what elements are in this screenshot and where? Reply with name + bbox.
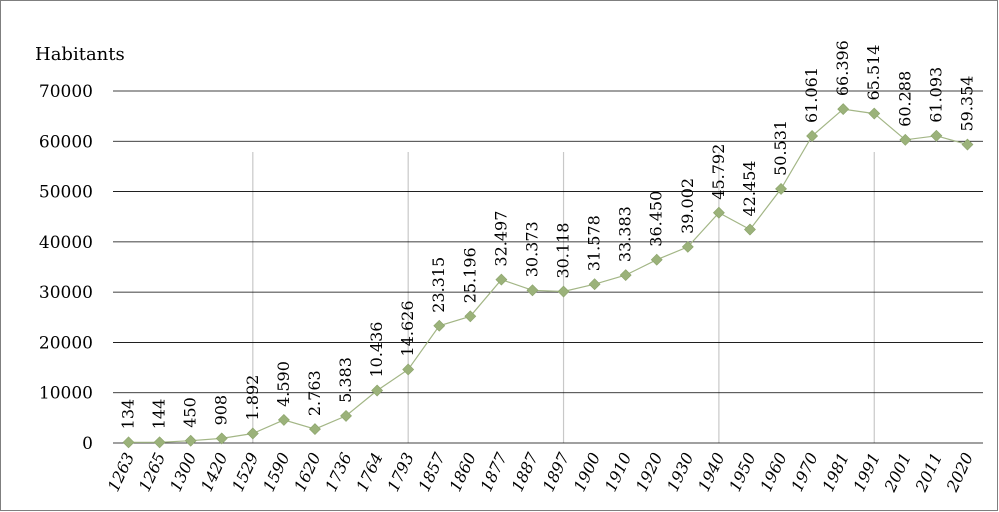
data-label-1300: 450 <box>181 397 200 428</box>
data-point-1950 <box>744 223 756 236</box>
data-label-1793: 14.626 <box>398 300 417 356</box>
data-label-1910: 33.383 <box>616 206 635 262</box>
y-tick-label: 50000 <box>39 183 93 203</box>
data-point-1736 <box>340 410 352 422</box>
data-label-1764: 10.436 <box>367 322 386 378</box>
data-point-1263 <box>122 436 135 449</box>
data-labels: 134 144 450 908 1.892 4.590 2.763 5.383 10.436 14… <box>119 40 977 429</box>
data-point-1930 <box>681 240 694 253</box>
series-line <box>128 108 968 443</box>
data-label-1860: 25.196 <box>460 247 479 303</box>
data-label-1887: 30.373 <box>522 221 541 277</box>
data-point-1920 <box>650 253 663 266</box>
data-label-1920: 36.450 <box>647 191 666 247</box>
data-label-1736: 5.383 <box>336 357 355 403</box>
data-label-2001: 60.288 <box>895 71 914 127</box>
data-point-1529 <box>246 427 259 440</box>
data-point-2001 <box>899 133 912 146</box>
data-point-1857 <box>433 319 446 332</box>
data-point-1265 <box>153 436 166 449</box>
y-tick-label: 60000 <box>39 132 93 152</box>
horizontal-gridlines <box>113 90 983 444</box>
data-label-1420: 908 <box>212 395 231 426</box>
data-point-1991 <box>868 107 881 120</box>
data-label-1263: 134 <box>119 399 138 430</box>
y-tick-label: 70000 <box>39 82 93 102</box>
data-point-1300 <box>184 434 197 447</box>
data-label-1970: 61.061 <box>802 67 821 123</box>
y-axis-tick-labels: 0 10000 20000 30000 40000 50000 60000 70000 <box>39 82 93 454</box>
data-point-1793 <box>402 363 415 376</box>
data-label-1529: 1.892 <box>243 375 262 421</box>
data-label-2020: 59.354 <box>957 76 976 132</box>
data-label-1877: 32.497 <box>491 211 510 267</box>
data-label-1991: 65.514 <box>864 45 883 101</box>
vertical-marker-lines <box>252 152 875 443</box>
y-tick-label: 0 <box>82 434 93 454</box>
data-label-1930: 39.002 <box>678 178 697 234</box>
y-tick-label: 10000 <box>39 384 93 404</box>
data-point-1981 <box>837 103 850 116</box>
data-point-1970 <box>806 130 819 142</box>
data-label-1960: 50.531 <box>771 120 790 176</box>
y-axis-title: Habitants <box>35 44 125 65</box>
data-point-1877 <box>495 273 508 286</box>
data-point-1764 <box>371 384 384 397</box>
data-label-2011: 61.093 <box>926 67 945 123</box>
data-point-1620 <box>309 423 321 436</box>
data-label-1857: 23.315 <box>429 257 448 313</box>
data-point-1420 <box>215 432 228 445</box>
data-point-1910 <box>619 269 632 282</box>
data-point-1940 <box>712 206 725 219</box>
y-tick-label: 30000 <box>39 283 93 303</box>
data-point-1900 <box>588 278 601 291</box>
data-point-1860 <box>464 310 477 323</box>
y-tick-label: 40000 <box>39 233 93 253</box>
data-label-1265: 144 <box>150 399 169 430</box>
data-point-2011 <box>930 129 943 142</box>
data-point-markers <box>122 103 974 449</box>
data-point-1590 <box>277 413 290 426</box>
data-label-1940: 45.792 <box>709 144 728 200</box>
data-point-1887 <box>526 284 539 297</box>
y-tick-label: 20000 <box>39 333 93 353</box>
data-point-2020 <box>961 138 974 151</box>
data-label-1950: 42.454 <box>740 161 759 217</box>
data-label-1620: 2.763 <box>305 370 324 416</box>
data-label-1900: 31.578 <box>585 215 604 271</box>
data-label-1590: 4.590 <box>274 361 293 407</box>
data-label-1897: 30.118 <box>554 223 573 279</box>
data-point-1960 <box>775 182 787 195</box>
data-point-1897 <box>557 285 570 298</box>
data-label-1981: 66.396 <box>833 40 852 96</box>
